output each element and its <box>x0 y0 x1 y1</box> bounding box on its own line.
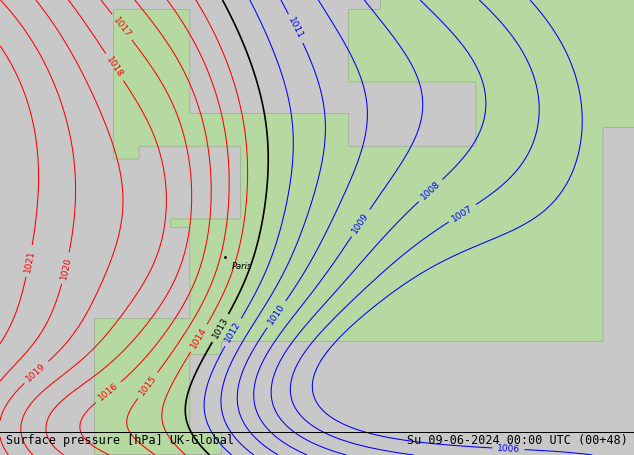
Text: Surface pressure [hPa] UK-Global: Surface pressure [hPa] UK-Global <box>6 434 235 447</box>
Text: 1019: 1019 <box>25 361 48 383</box>
Text: 1014: 1014 <box>189 326 209 350</box>
Text: Su 09-06-2024 00:00 UTC (00+48): Su 09-06-2024 00:00 UTC (00+48) <box>407 434 628 447</box>
Text: 1018: 1018 <box>105 55 125 79</box>
Text: 1013: 1013 <box>210 316 230 340</box>
Text: 1016: 1016 <box>96 381 120 403</box>
Text: 1007: 1007 <box>450 203 474 223</box>
Text: 1021: 1021 <box>23 249 36 273</box>
Text: 1017: 1017 <box>112 15 133 39</box>
Text: 1020: 1020 <box>59 256 73 280</box>
Text: 1009: 1009 <box>351 211 371 235</box>
Text: 1006: 1006 <box>497 444 520 454</box>
Text: 1015: 1015 <box>137 374 158 397</box>
Text: 1011: 1011 <box>287 16 305 41</box>
Text: 1008: 1008 <box>419 179 442 202</box>
Text: Paris: Paris <box>231 262 252 271</box>
Text: 1012: 1012 <box>223 320 243 344</box>
Text: 1010: 1010 <box>266 302 287 326</box>
